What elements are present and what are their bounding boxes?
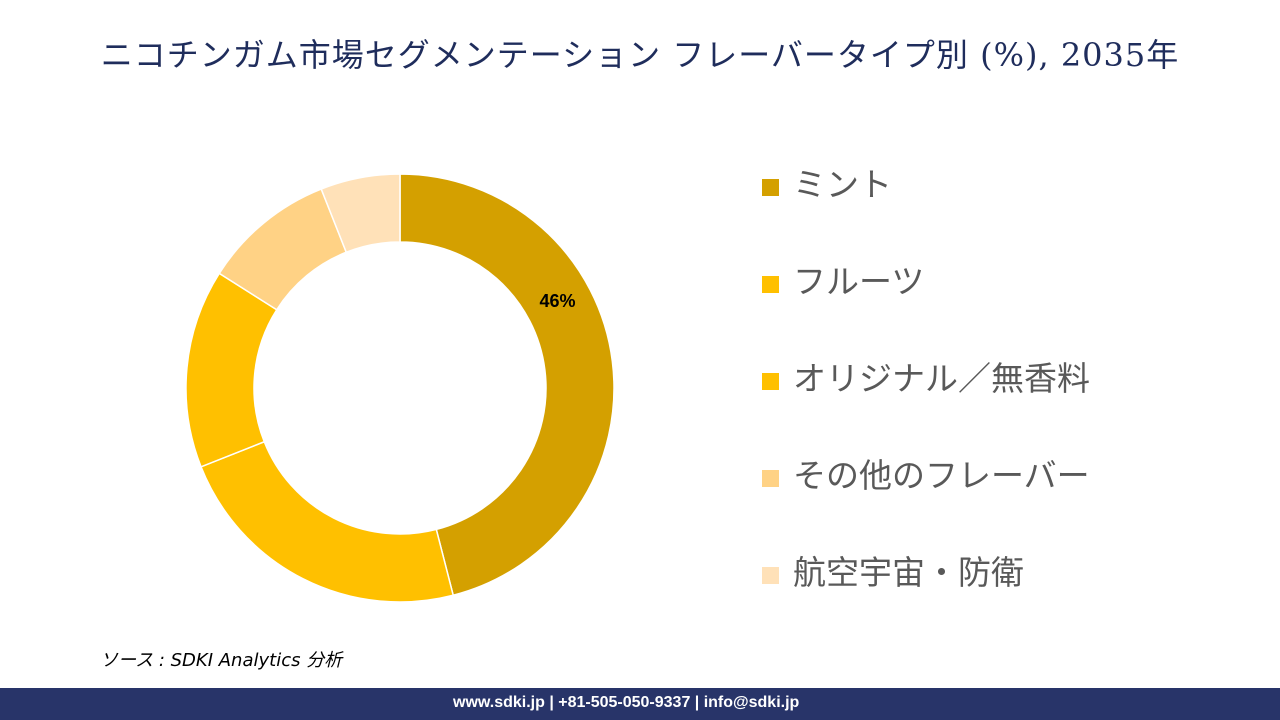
legend-swatch [762, 373, 779, 390]
footer-contact: www.sdki.jp | +81-505-050-9337 | info@sd… [453, 694, 800, 711]
legend-label: その他のフレーバー [793, 456, 1090, 495]
legend-swatch [762, 276, 779, 293]
donut-slice-2 [185, 272, 278, 468]
legend-swatch [762, 567, 779, 584]
legend-label: 航空宇宙・防衛 [793, 553, 1024, 592]
source-note: ソース : SDKI Analytics 分析 [100, 650, 343, 671]
donut-chart: 46% [185, 173, 615, 603]
legend-item: その他のフレーバー [762, 451, 1090, 548]
legend-label: ミント [793, 165, 892, 204]
legend-label: フルーツ [793, 262, 925, 301]
legend-swatch [762, 179, 779, 196]
legend-label: オリジナル／無香料 [793, 359, 1090, 398]
legend: ミント フルーツ オリジナル／無香料 その他のフレーバー 航空宇宙・防衛 [762, 160, 1090, 645]
donut-slice-4 [320, 173, 401, 254]
legend-item: フルーツ [762, 257, 1090, 354]
donut-slice-1 [200, 440, 455, 603]
data-label: 46% [539, 291, 575, 311]
donut-slice-0 [399, 173, 615, 597]
legend-item: ミント [762, 160, 1090, 257]
footer-bar: www.sdki.jp | +81-505-050-9337 | info@sd… [0, 688, 1280, 720]
chart-title: ニコチンガム市場セグメンテーション フレーバータイプ別 (%), 2035年 [100, 36, 1180, 74]
legend-item: オリジナル／無香料 [762, 354, 1090, 451]
legend-swatch [762, 470, 779, 487]
legend-item: 航空宇宙・防衛 [762, 548, 1090, 645]
